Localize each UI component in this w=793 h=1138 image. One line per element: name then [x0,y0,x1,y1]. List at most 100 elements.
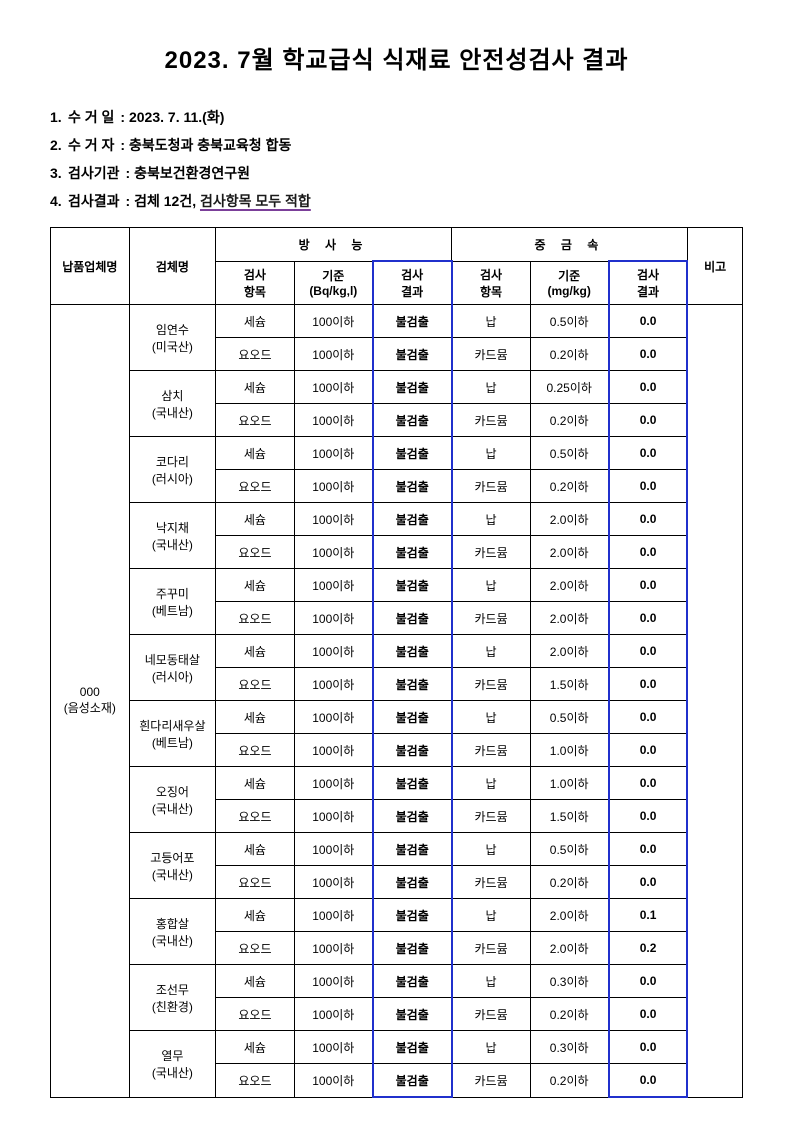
cell-rad-item: 세슘 [216,1031,295,1064]
cell-metal-item: 카드뮴 [452,602,531,635]
meta-label: 검사기관 [68,159,120,187]
cell-metal-item: 납 [452,767,531,800]
cell-metal-item: 납 [452,965,531,998]
table-row: 000 (음성소재)임연수 (미국산)세슘100이하불검출납0.5이하0.0 [51,305,743,338]
th-rad-result: 검사 결과 [373,261,452,305]
th-metal-result: 검사 결과 [609,261,688,305]
cell-rad-item: 세슘 [216,305,295,338]
meta-prefix: 검체 12건, [134,187,196,215]
cell-sample: 코다리 (러시아) [129,437,216,503]
table-row: 코다리 (러시아)세슘100이하불검출납0.5이하0.0 [51,437,743,470]
cell-rad-item: 요오드 [216,404,295,437]
cell-rad-item: 세슘 [216,371,295,404]
cell-note [687,305,742,1098]
cell-metal-item: 납 [452,701,531,734]
cell-metal-std: 2.0이하 [530,899,609,932]
cell-rad-result: 불검출 [373,998,452,1031]
meta-value: 충북도청과 충북교육청 합동 [129,131,291,159]
cell-rad-result: 불검출 [373,503,452,536]
cell-metal-result: 0.0 [609,767,688,800]
cell-metal-item: 카드뮴 [452,932,531,965]
cell-rad-std: 100이하 [294,833,373,866]
cell-metal-result: 0.0 [609,338,688,371]
cell-metal-result: 0.0 [609,998,688,1031]
cell-rad-std: 100이하 [294,734,373,767]
cell-rad-result: 불검출 [373,932,452,965]
cell-sample: 열무 (국내산) [129,1031,216,1098]
cell-rad-std: 100이하 [294,338,373,371]
cell-metal-std: 0.2이하 [530,1064,609,1098]
cell-rad-item: 요오드 [216,1064,295,1098]
cell-metal-result: 0.1 [609,899,688,932]
cell-rad-result: 불검출 [373,338,452,371]
cell-rad-std: 100이하 [294,503,373,536]
cell-rad-result: 불검출 [373,470,452,503]
cell-rad-result: 불검출 [373,635,452,668]
cell-metal-std: 0.2이하 [530,998,609,1031]
cell-rad-result: 불검출 [373,701,452,734]
cell-metal-std: 0.2이하 [530,338,609,371]
meta-line-collector: 2. 수 거 자 : 충북도청과 충북교육청 합동 [50,131,743,159]
th-radiation-group: 방 사 능 [216,228,452,262]
meta-list: 1. 수 거 일 : 2023. 7. 11.(화) 2. 수 거 자 : 충북… [50,103,743,215]
cell-rad-item: 세슘 [216,569,295,602]
cell-metal-item: 카드뮴 [452,998,531,1031]
cell-metal-std: 0.2이하 [530,866,609,899]
cell-sample: 주꾸미 (베트남) [129,569,216,635]
cell-rad-item: 요오드 [216,536,295,569]
cell-metal-result: 0.0 [609,602,688,635]
cell-rad-item: 세슘 [216,767,295,800]
cell-metal-result: 0.0 [609,305,688,338]
cell-rad-item: 요오드 [216,338,295,371]
cell-rad-item: 세슘 [216,701,295,734]
meta-line-lab: 3. 검사기관 : 충북보건환경연구원 [50,159,743,187]
th-metal-group: 중 금 속 [452,228,688,262]
cell-rad-std: 100이하 [294,899,373,932]
cell-metal-result: 0.0 [609,1064,688,1098]
cell-rad-result: 불검출 [373,833,452,866]
cell-metal-item: 카드뮴 [452,536,531,569]
cell-metal-item: 납 [452,305,531,338]
cell-sample: 낙지채 (국내산) [129,503,216,569]
table-row: 흰다리새우살 (베트남)세슘100이하불검출납0.5이하0.0 [51,701,743,734]
cell-rad-item: 세슘 [216,437,295,470]
meta-sep: : [126,187,131,215]
cell-metal-std: 1.0이하 [530,767,609,800]
cell-metal-item: 카드뮴 [452,1064,531,1098]
cell-metal-std: 0.2이하 [530,404,609,437]
cell-metal-std: 0.25이하 [530,371,609,404]
cell-metal-result: 0.0 [609,635,688,668]
cell-metal-item: 납 [452,503,531,536]
meta-highlight: 검사항목 모두 적합 [200,187,311,215]
cell-rad-std: 100이하 [294,932,373,965]
cell-metal-result: 0.0 [609,437,688,470]
meta-no: 1. [50,103,68,131]
page-title: 2023. 7월 학교급식 식재료 안전성검사 결과 [50,40,743,75]
cell-metal-std: 0.5이하 [530,305,609,338]
table-header-row: 납품업체명 검체명 방 사 능 중 금 속 비고 [51,228,743,262]
cell-rad-std: 100이하 [294,371,373,404]
meta-sep: : [126,159,131,187]
meta-no: 3. [50,159,68,187]
cell-sample: 삼치 (국내산) [129,371,216,437]
cell-rad-std: 100이하 [294,800,373,833]
table-row: 낙지채 (국내산)세슘100이하불검출납2.0이하0.0 [51,503,743,536]
cell-metal-result: 0.0 [609,1031,688,1064]
th-rad-item: 검사 항목 [216,261,295,305]
cell-metal-result: 0.0 [609,668,688,701]
cell-rad-std: 100이하 [294,998,373,1031]
cell-metal-result: 0.0 [609,569,688,602]
cell-rad-std: 100이하 [294,866,373,899]
cell-metal-item: 납 [452,1031,531,1064]
cell-metal-item: 카드뮴 [452,734,531,767]
cell-metal-item: 납 [452,569,531,602]
meta-no: 4. [50,187,68,215]
th-metal-std: 기준 (mg/kg) [530,261,609,305]
cell-rad-std: 100이하 [294,305,373,338]
cell-metal-std: 2.0이하 [530,536,609,569]
table-row: 홍합살 (국내산)세슘100이하불검출납2.0이하0.1 [51,899,743,932]
cell-rad-item: 요오드 [216,470,295,503]
cell-rad-std: 100이하 [294,569,373,602]
cell-rad-std: 100이하 [294,437,373,470]
cell-metal-std: 1.5이하 [530,668,609,701]
